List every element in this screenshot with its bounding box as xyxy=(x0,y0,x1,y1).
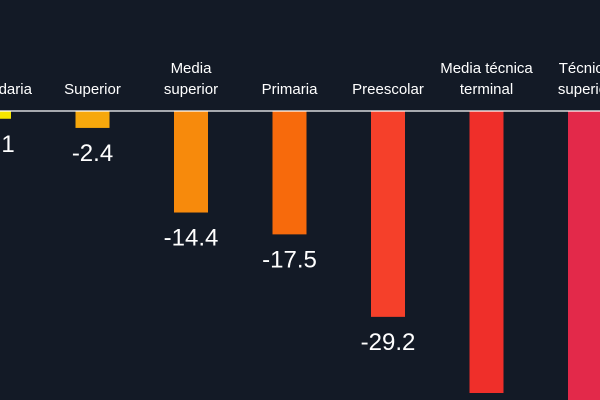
value-label: -29.2 xyxy=(361,329,416,356)
bar xyxy=(75,111,110,128)
value-label: -2.4 xyxy=(72,140,113,167)
bar xyxy=(0,111,11,119)
bar xyxy=(568,111,600,400)
value-label: -1.1 xyxy=(0,131,15,158)
category-label: Media técnica xyxy=(440,60,533,77)
bar xyxy=(174,111,208,213)
category-label: superior xyxy=(164,81,218,98)
category-label: Superior xyxy=(64,81,121,98)
value-label: -17.5 xyxy=(262,246,317,273)
category-label: superior xyxy=(558,81,600,98)
category-label: Técnico xyxy=(559,60,600,77)
category-label: Primaria xyxy=(262,81,318,98)
value-label: -14.4 xyxy=(164,225,219,252)
category-label: Secundaria xyxy=(0,81,33,98)
bar xyxy=(469,111,504,393)
category-label: Media xyxy=(171,60,213,77)
category-label: terminal xyxy=(460,81,513,98)
bar xyxy=(272,111,307,235)
category-label: Preescolar xyxy=(352,81,424,98)
bar xyxy=(371,111,405,317)
